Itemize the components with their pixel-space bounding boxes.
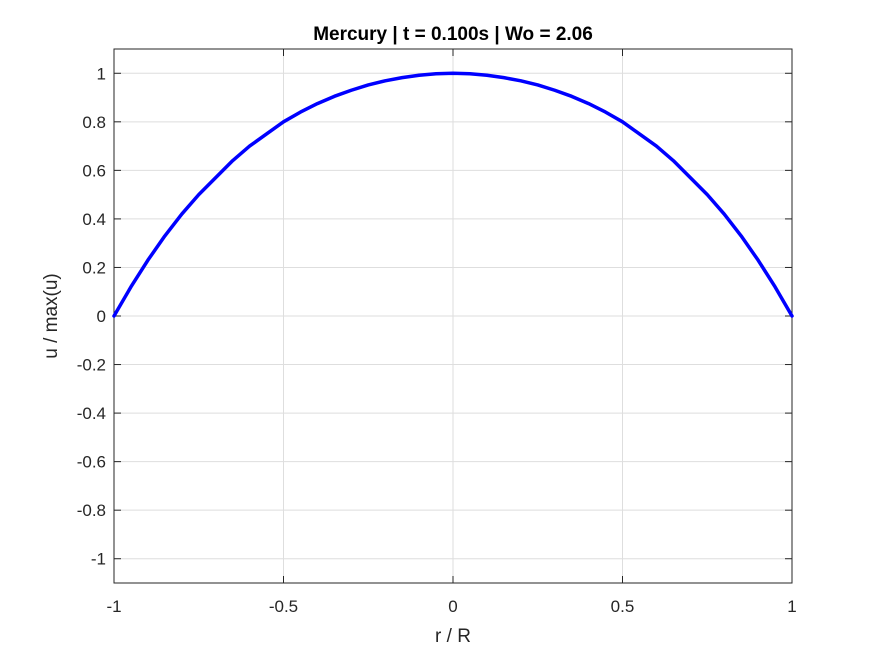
y-tick-label-7: 0.4 — [82, 210, 106, 229]
y-tick-label-0: -1 — [91, 550, 106, 569]
y-tick-label-8: 0.6 — [82, 161, 106, 180]
y-tick-label-9: 0.8 — [82, 113, 106, 132]
series-line-0 — [112, 71, 794, 318]
y-tick-labels: -1 -0.8 -0.6 -0.4 -0.2 0 0.2 0.4 0.6 0.8 1 — [77, 64, 106, 568]
y-tick-label-3: -0.4 — [77, 404, 106, 423]
tick-marks — [113, 49, 793, 583]
y-tick-label-6: 0.2 — [82, 258, 106, 277]
y-tick-label-5: 0 — [97, 307, 106, 326]
chart-title: Mercury | t = 0.100s | Wo = 2.06 — [313, 24, 593, 45]
x-tick-label-1: -0.5 — [269, 597, 298, 616]
x-tick-labels: -1 -0.5 0 0.5 1 — [106, 597, 796, 616]
x-tick-label-4: 1 — [787, 597, 796, 616]
x-tick-label-0: -1 — [106, 597, 121, 616]
y-tick-label-1: -0.8 — [77, 501, 106, 520]
x-axis-label: r / R — [435, 626, 471, 647]
series-layer — [112, 71, 794, 318]
x-tick-label-2: 0 — [448, 597, 457, 616]
y-axis-label: u / max(u) — [41, 273, 62, 359]
y-tick-label-10: 1 — [97, 64, 106, 83]
y-tick-label-4: -0.2 — [77, 356, 106, 375]
y-tick-label-2: -0.6 — [77, 453, 106, 472]
x-tick-label-3: 0.5 — [611, 597, 635, 616]
